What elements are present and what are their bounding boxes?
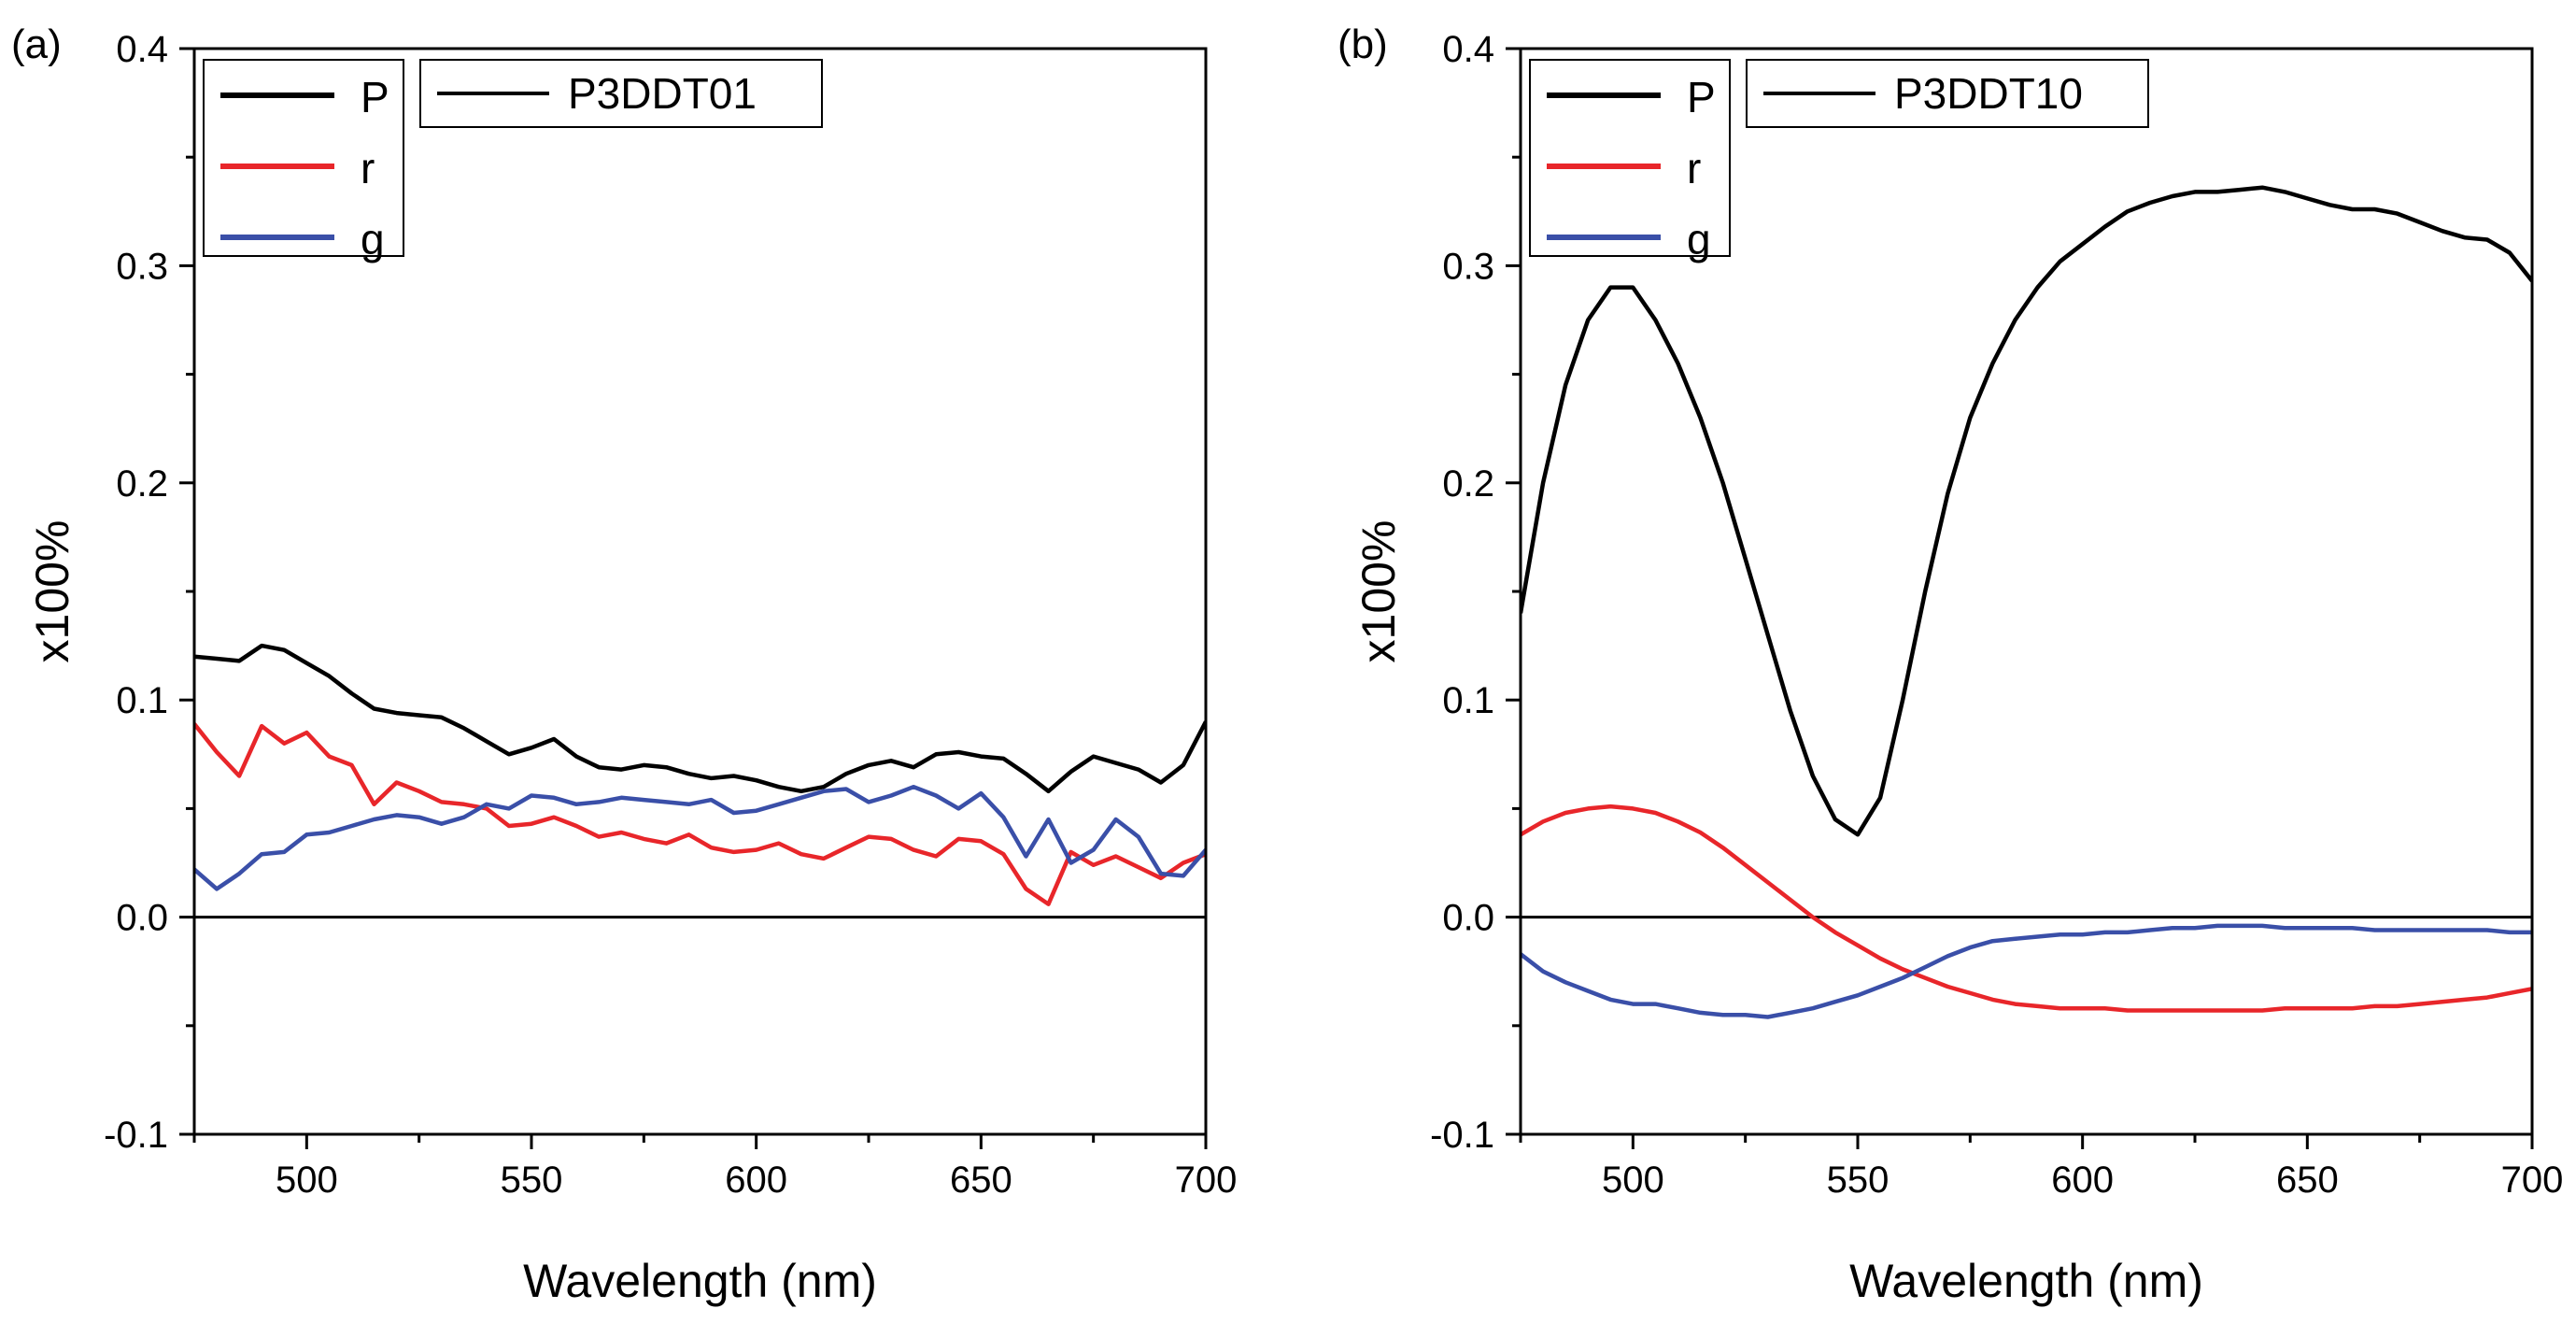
legend-label-g: g (361, 215, 385, 263)
y-axis-label: x100% (1352, 520, 1405, 663)
legend: Prg (1529, 59, 1731, 263)
legend-label-P: P (361, 73, 389, 121)
y-tick-label: 0.4 (1442, 29, 1494, 70)
y-tick-label: -0.1 (104, 1115, 168, 1156)
series-group (194, 643, 1206, 906)
series-line-g (1521, 923, 2532, 1019)
y-tick-label: 0.1 (1442, 680, 1494, 721)
x-tick-label: 700 (1175, 1159, 1238, 1201)
panel-label: (b) (1338, 21, 1388, 67)
y-tick-label: 0.1 (116, 680, 168, 721)
y-tick-label: -0.1 (1430, 1115, 1494, 1156)
series-line-r (194, 722, 1206, 906)
legend-label-r: r (361, 144, 375, 192)
x-tick-label: 500 (276, 1159, 338, 1201)
x-tick-label: 600 (725, 1159, 787, 1201)
y-axis-label: x100% (26, 520, 78, 663)
panel-label: (a) (11, 21, 62, 67)
y-tick-label: 0.2 (116, 463, 168, 505)
y-tick-label: 0.3 (116, 246, 168, 287)
chart-title: P3DDT01 (568, 69, 757, 118)
y-tick-label: 0.3 (1442, 246, 1494, 287)
chart-title: P3DDT10 (1894, 69, 2083, 118)
y-tick-label: 0.0 (116, 898, 168, 939)
series-line-P (194, 643, 1206, 794)
y-tick-label: 0.4 (116, 29, 168, 70)
title-legend: P3DDT10 (1746, 59, 2149, 128)
y-tick-label: 0.2 (1442, 463, 1494, 505)
chart-panel-b: (b) 500 550 600 650 700 -0.1 0.0 0.1 0.2 0.3 0.4 Wav… (1338, 21, 2563, 1307)
legend-label-P: P (1687, 73, 1716, 121)
legend-label-r: r (1687, 144, 1701, 192)
x-tick-label: 500 (1602, 1159, 1664, 1201)
series-line-g (194, 784, 1206, 891)
legend-label-g: g (1687, 215, 1711, 263)
series-line-P (1521, 185, 2532, 837)
series-group (1521, 185, 2532, 1019)
x-tick-label: 550 (1827, 1159, 1890, 1201)
x-tick-label: 700 (2501, 1159, 2564, 1201)
x-tick-label: 600 (2051, 1159, 2114, 1201)
x-axis-label: Wavelength (nm) (1849, 1255, 2203, 1307)
series-line-r (1521, 804, 2532, 1013)
x-tick-label: 550 (501, 1159, 563, 1201)
title-legend: P3DDT01 (419, 59, 823, 128)
chart-panel-a: (a) 500 550 600 650 700 -0.1 0.0 0.1 0.2 0.3 0.4 Wav… (11, 21, 1237, 1307)
legend: Prg (203, 59, 404, 263)
x-tick-label: 650 (950, 1159, 1012, 1201)
x-tick-label: 650 (2276, 1159, 2339, 1201)
y-tick-label: 0.0 (1442, 898, 1494, 939)
x-axis-label: Wavelength (nm) (523, 1255, 877, 1307)
